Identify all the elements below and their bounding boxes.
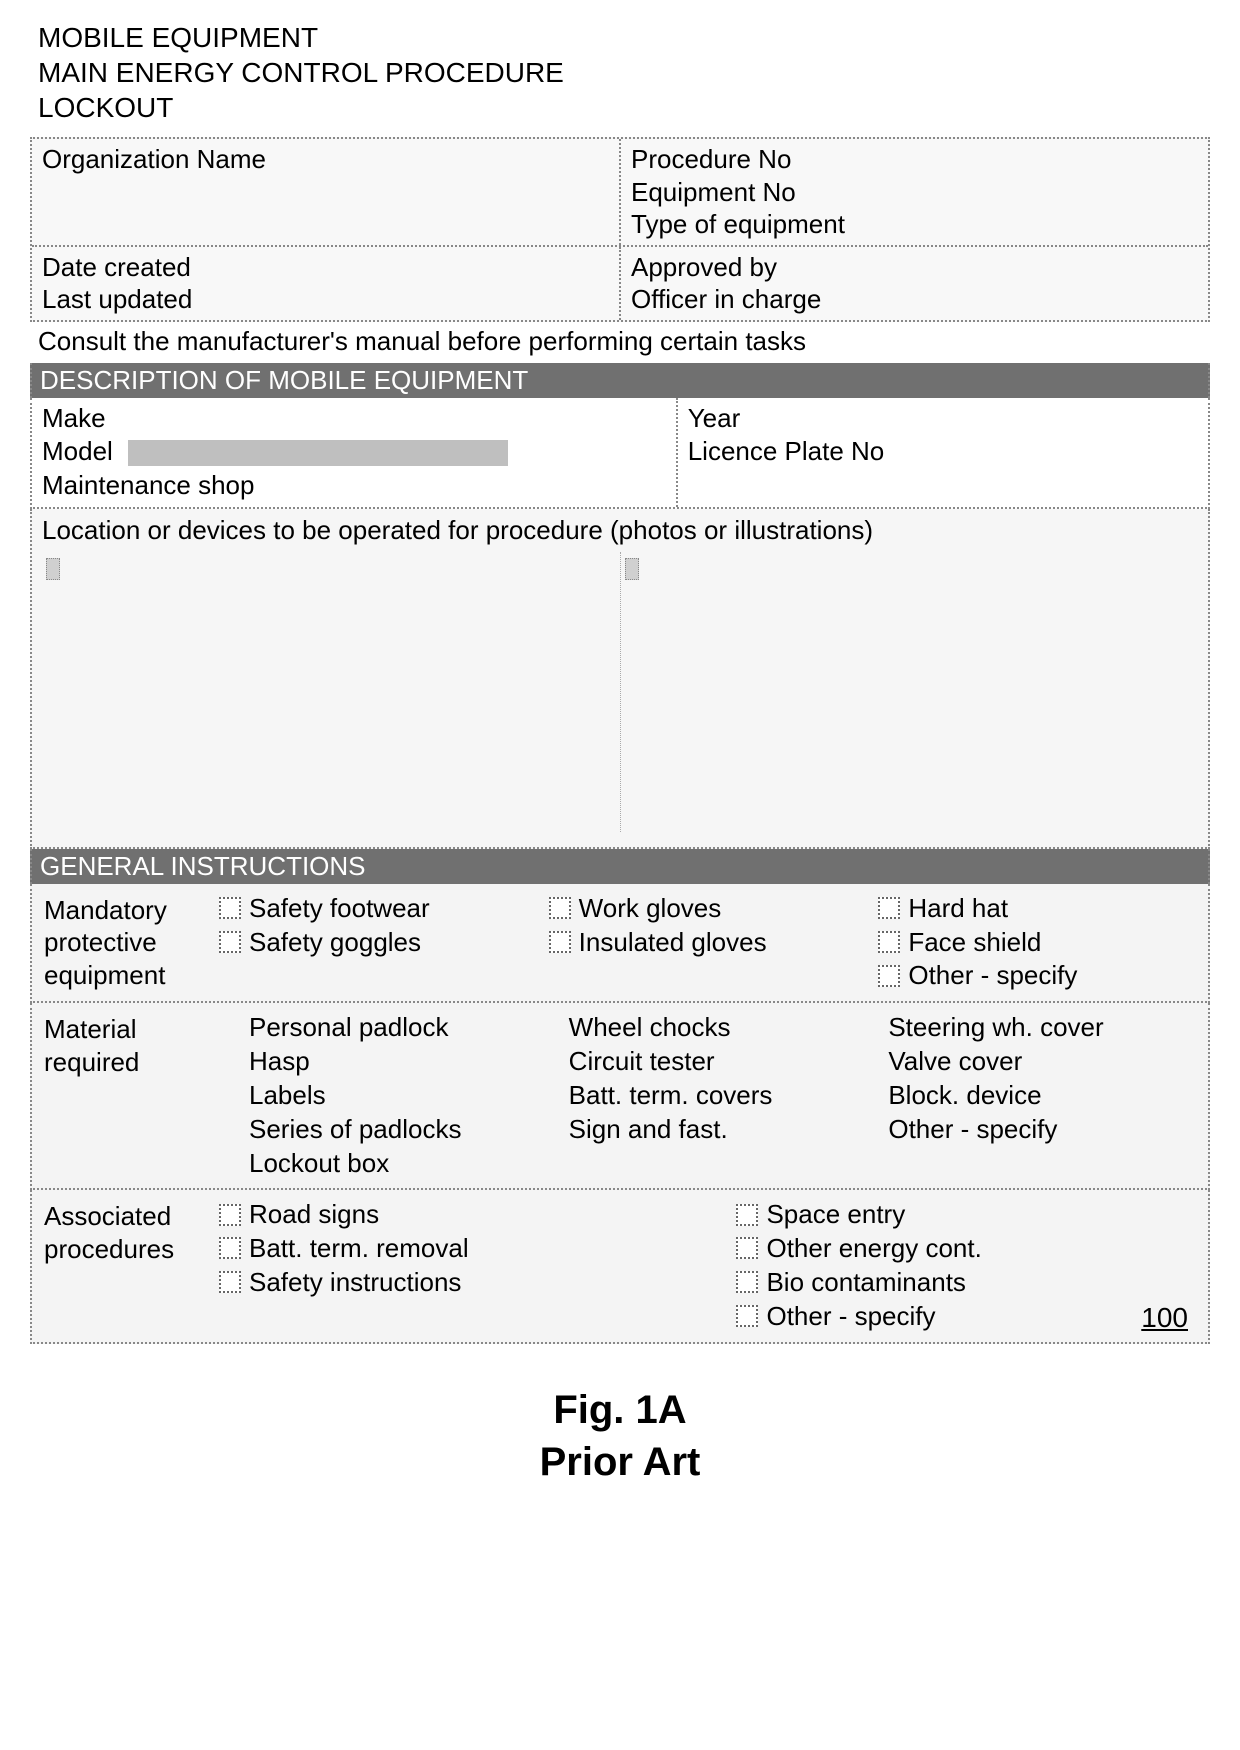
approval-cell[interactable]: Approved by Officer in charge bbox=[621, 247, 1208, 320]
material-labels: Labels bbox=[249, 1079, 557, 1113]
checkbox-safety-footwear[interactable] bbox=[219, 897, 241, 919]
officer-label: Officer in charge bbox=[631, 283, 1198, 316]
equipment-no-label: Equipment No bbox=[631, 176, 1198, 209]
checkbox-road-signs[interactable] bbox=[219, 1204, 241, 1226]
checkbox-bio-contam[interactable] bbox=[736, 1271, 758, 1293]
checkbox-insulated-gloves[interactable] bbox=[549, 931, 571, 953]
section-description-header: DESCRIPTION OF MOBILE EQUIPMENT bbox=[30, 363, 1210, 398]
assoc-road-signs: Road signs bbox=[249, 1199, 379, 1229]
assoc-other: Other - specify bbox=[766, 1301, 935, 1331]
equipment-type-label: Type of equipment bbox=[631, 208, 1198, 241]
desc-left-cell[interactable]: Make Model Maintenance shop bbox=[32, 398, 678, 507]
location-photo-area-2[interactable] bbox=[621, 552, 1199, 832]
meta-table: Organization Name Procedure No Equipment… bbox=[30, 137, 1210, 322]
ppe-row: Mandatory protective equipment Safety fo… bbox=[30, 884, 1210, 1004]
material-steering-cover: Steering wh. cover bbox=[888, 1011, 1196, 1045]
model-field-placeholder[interactable] bbox=[128, 440, 508, 466]
location-photo-area-1[interactable] bbox=[42, 552, 621, 832]
licence-plate-label: Licence Plate No bbox=[688, 435, 1198, 469]
ppe-hard-hat: Hard hat bbox=[908, 893, 1008, 923]
checkbox-safety-instr[interactable] bbox=[219, 1271, 241, 1293]
year-label: Year bbox=[688, 402, 1198, 436]
material-series-padlocks: Series of padlocks bbox=[249, 1113, 557, 1147]
procedure-no-label: Procedure No bbox=[631, 143, 1198, 176]
ppe-label: Mandatory protective equipment bbox=[38, 892, 213, 994]
material-valve-cover: Valve cover bbox=[888, 1045, 1196, 1079]
description-row: Make Model Maintenance shop Year Licence… bbox=[30, 398, 1210, 509]
checkbox-other-energy[interactable] bbox=[736, 1237, 758, 1259]
checkbox-assoc-other[interactable] bbox=[736, 1305, 758, 1327]
procedure-cell[interactable]: Procedure No Equipment No Type of equipm… bbox=[621, 139, 1208, 245]
checkbox-work-gloves[interactable] bbox=[549, 897, 571, 919]
ppe-other: Other - specify bbox=[908, 960, 1077, 990]
title-line-1: MOBILE EQUIPMENT bbox=[38, 20, 1210, 55]
material-hasp: Hasp bbox=[249, 1045, 557, 1079]
material-circuit-tester: Circuit tester bbox=[569, 1045, 877, 1079]
desc-right-cell[interactable]: Year Licence Plate No bbox=[678, 398, 1208, 507]
material-row: Material required Personal padlock Hasp … bbox=[30, 1003, 1210, 1190]
dates-cell[interactable]: Date created Last updated bbox=[32, 247, 621, 320]
material-other: Other - specify bbox=[888, 1113, 1196, 1147]
org-name-cell[interactable]: Organization Name bbox=[32, 139, 621, 245]
material-label: Material required bbox=[38, 1011, 213, 1180]
title-line-2: MAIN ENERGY CONTROL PROCEDURE bbox=[38, 55, 1210, 90]
ppe-safety-goggles: Safety goggles bbox=[249, 927, 421, 957]
material-sign-fast: Sign and fast. bbox=[569, 1113, 877, 1147]
assoc-row: Associated procedures Road signs Batt. t… bbox=[30, 1190, 1210, 1343]
ppe-insulated-gloves: Insulated gloves bbox=[579, 927, 767, 957]
material-wheel-chocks: Wheel chocks bbox=[569, 1011, 877, 1045]
figure-caption: Fig. 1A Prior Art bbox=[30, 1384, 1210, 1488]
date-created-label: Date created bbox=[42, 251, 609, 284]
manual-note: Consult the manufacturer's manual before… bbox=[30, 322, 1210, 363]
attachment-icon bbox=[625, 558, 639, 580]
material-block-device: Block. device bbox=[888, 1079, 1196, 1113]
figure-line-1: Fig. 1A bbox=[30, 1384, 1210, 1436]
material-batt-covers: Batt. term. covers bbox=[569, 1079, 877, 1113]
checkbox-hard-hat[interactable] bbox=[878, 897, 900, 919]
checkbox-batt-removal[interactable] bbox=[219, 1237, 241, 1259]
checkbox-face-shield[interactable] bbox=[878, 931, 900, 953]
figure-line-2: Prior Art bbox=[30, 1436, 1210, 1488]
assoc-other-energy: Other energy cont. bbox=[766, 1233, 981, 1263]
section-gi-header: GENERAL INSTRUCTIONS bbox=[30, 849, 1210, 884]
assoc-batt-removal: Batt. term. removal bbox=[249, 1233, 469, 1263]
make-label: Make bbox=[42, 402, 666, 436]
assoc-label: Associated procedures bbox=[38, 1198, 213, 1333]
reference-number: 100 bbox=[1141, 1302, 1188, 1334]
maintenance-shop-label: Maintenance shop bbox=[42, 469, 666, 503]
material-padlock: Personal padlock bbox=[249, 1011, 557, 1045]
ppe-work-gloves: Work gloves bbox=[579, 893, 722, 923]
location-label: Location or devices to be operated for p… bbox=[42, 515, 1198, 546]
assoc-space-entry: Space entry bbox=[766, 1199, 905, 1229]
title-line-3: LOCKOUT bbox=[38, 90, 1210, 125]
org-name-label: Organization Name bbox=[42, 144, 266, 174]
location-box: Location or devices to be operated for p… bbox=[30, 509, 1210, 849]
ppe-safety-footwear: Safety footwear bbox=[249, 893, 430, 923]
form-title: MOBILE EQUIPMENT MAIN ENERGY CONTROL PRO… bbox=[38, 20, 1210, 125]
model-label: Model bbox=[42, 436, 113, 466]
approved-by-label: Approved by bbox=[631, 251, 1198, 284]
material-lockout-box: Lockout box bbox=[249, 1147, 557, 1181]
checkbox-ppe-other[interactable] bbox=[878, 965, 900, 987]
last-updated-label: Last updated bbox=[42, 283, 609, 316]
checkbox-space-entry[interactable] bbox=[736, 1204, 758, 1226]
assoc-safety-instr: Safety instructions bbox=[249, 1267, 461, 1297]
checkbox-safety-goggles[interactable] bbox=[219, 931, 241, 953]
assoc-bio-contam: Bio contaminants bbox=[766, 1267, 965, 1297]
attachment-icon bbox=[46, 558, 60, 580]
ppe-face-shield: Face shield bbox=[908, 927, 1041, 957]
